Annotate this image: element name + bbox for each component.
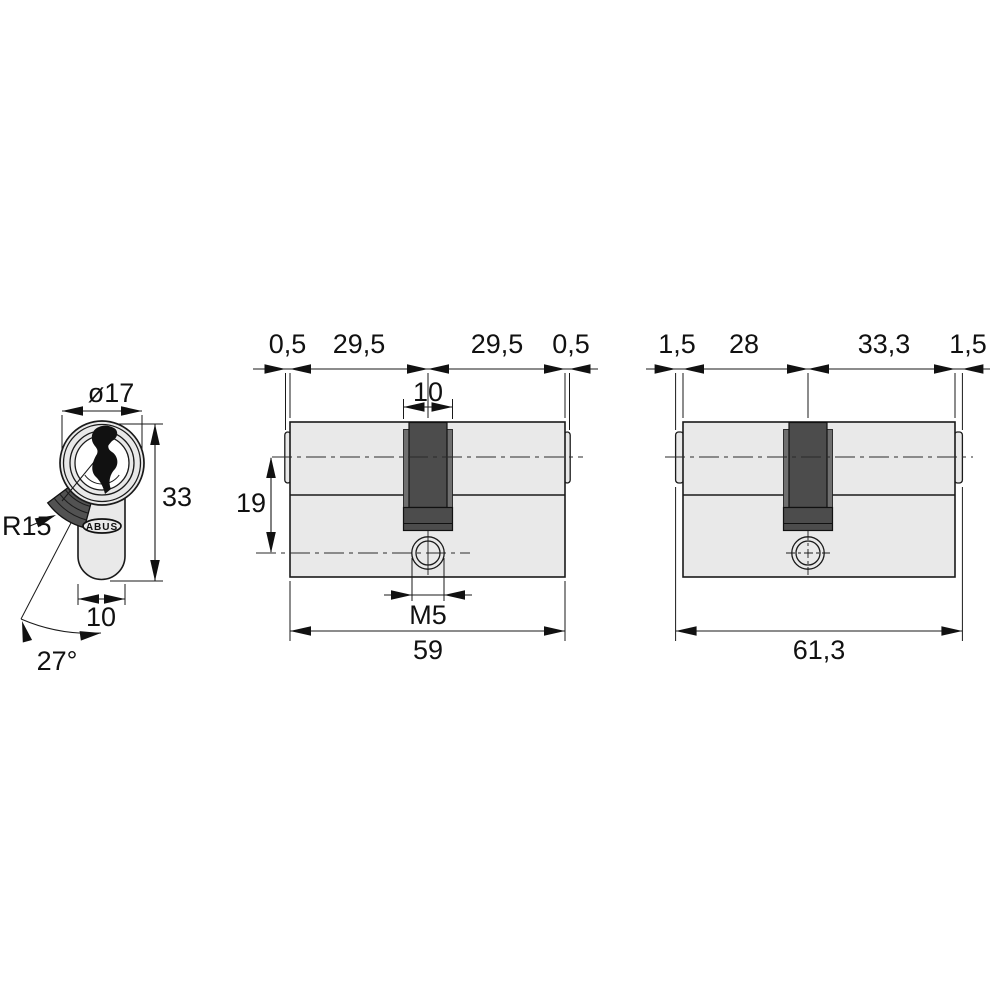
dim-radius-label: R15: [2, 511, 52, 541]
dim-label: 0,5: [552, 329, 590, 359]
cam-core: [788, 421, 828, 509]
thread-hole: [786, 531, 830, 575]
arrowhead: [264, 364, 286, 374]
arrowhead: [962, 364, 984, 374]
dim-label: 29,5: [471, 329, 524, 359]
arrowhead: [266, 532, 276, 553]
arrowhead: [683, 364, 704, 374]
arrowhead: [934, 364, 955, 374]
dim-axis-offset: 19: [236, 457, 276, 553]
front-view: ABUS ø17 33 10: [2, 378, 192, 676]
arrowhead: [808, 364, 829, 374]
dim-diameter-label: ø17: [88, 378, 135, 408]
arrowhead: [569, 364, 591, 374]
dim-thread: M5: [384, 558, 472, 630]
side-view-a: 0,5 29,5 29,5 0,5 10 19 M5: [236, 329, 598, 665]
dim-angle-label: 27°: [37, 646, 78, 676]
arrowhead: [675, 626, 697, 636]
arrowhead: [544, 364, 565, 374]
cam-wedge-stripe: [64, 489, 91, 507]
arrowhead: [407, 364, 428, 374]
cam-core: [408, 421, 448, 509]
arrowhead: [544, 626, 565, 636]
arrowhead: [428, 364, 449, 374]
dim-top-chain-a: 0,5 29,5 29,5 0,5: [253, 329, 598, 430]
cam-foot: [782, 506, 834, 532]
arrowhead: [17, 619, 33, 643]
dim-axis-offset-label: 19: [236, 488, 266, 518]
arrowhead: [62, 406, 83, 416]
dim-label: 28: [729, 329, 759, 359]
arrowhead: [654, 364, 676, 374]
brand-logo: ABUS: [82, 518, 122, 534]
dim-front-width: 10: [77, 584, 126, 632]
arrowhead: [787, 364, 808, 374]
arrowhead: [150, 560, 160, 581]
cylinder-body-front: [77, 490, 126, 581]
dim-overall-b: 61,3: [675, 487, 963, 665]
dim-cam-width: 10: [403, 377, 453, 419]
dim-thread-label: M5: [409, 600, 447, 630]
dim-diameter: ø17: [61, 378, 143, 451]
dim-label: 1,5: [658, 329, 696, 359]
cam-slot-wall: [403, 429, 410, 508]
cam-slot-wall: [783, 429, 790, 508]
logo-text: ABUS: [86, 522, 118, 533]
side-view-b: 1,5 28 33,3 1,5 61,3: [646, 329, 990, 665]
dim-height: 33: [110, 423, 192, 582]
cylinder-face: [59, 420, 145, 506]
arrowhead: [290, 364, 311, 374]
dim-overall-a: 59: [289, 581, 566, 665]
thread-inner-circle: [795, 540, 821, 566]
logo-oval: [82, 518, 122, 534]
dim-label: 33,3: [858, 329, 911, 359]
arrowhead: [150, 424, 160, 445]
dim-radius: R15: [2, 510, 58, 541]
keyhole: [91, 425, 118, 494]
arrowhead: [290, 626, 311, 636]
dim-angle: 27°: [17, 618, 102, 676]
dim-top-chain-b: 1,5 28 33,3 1,5: [646, 329, 990, 430]
dim-front-width-label: 10: [86, 602, 116, 632]
dim-label: 0,5: [269, 329, 307, 359]
angle-radius-line: [20, 520, 73, 620]
thread-hole: [411, 531, 445, 575]
dim-label: 1,5: [949, 329, 987, 359]
dim-height-label: 33: [162, 482, 192, 512]
dim-label: 29,5: [333, 329, 386, 359]
arrowhead: [391, 590, 412, 600]
cam: [402, 421, 454, 532]
face-ring: [62, 423, 142, 503]
cam-wedge-stripe: [53, 497, 87, 521]
arrowhead: [266, 457, 276, 478]
dim-overall-a-label: 59: [413, 635, 443, 665]
dim-cam-width-label: 10: [413, 377, 443, 407]
cam-wedge-stripe: [59, 493, 89, 514]
arrowhead: [941, 626, 963, 636]
arrowhead: [444, 590, 465, 600]
dim-overall-b-label: 61,3: [793, 635, 846, 665]
cam-foot: [402, 506, 454, 532]
cam: [782, 421, 834, 532]
